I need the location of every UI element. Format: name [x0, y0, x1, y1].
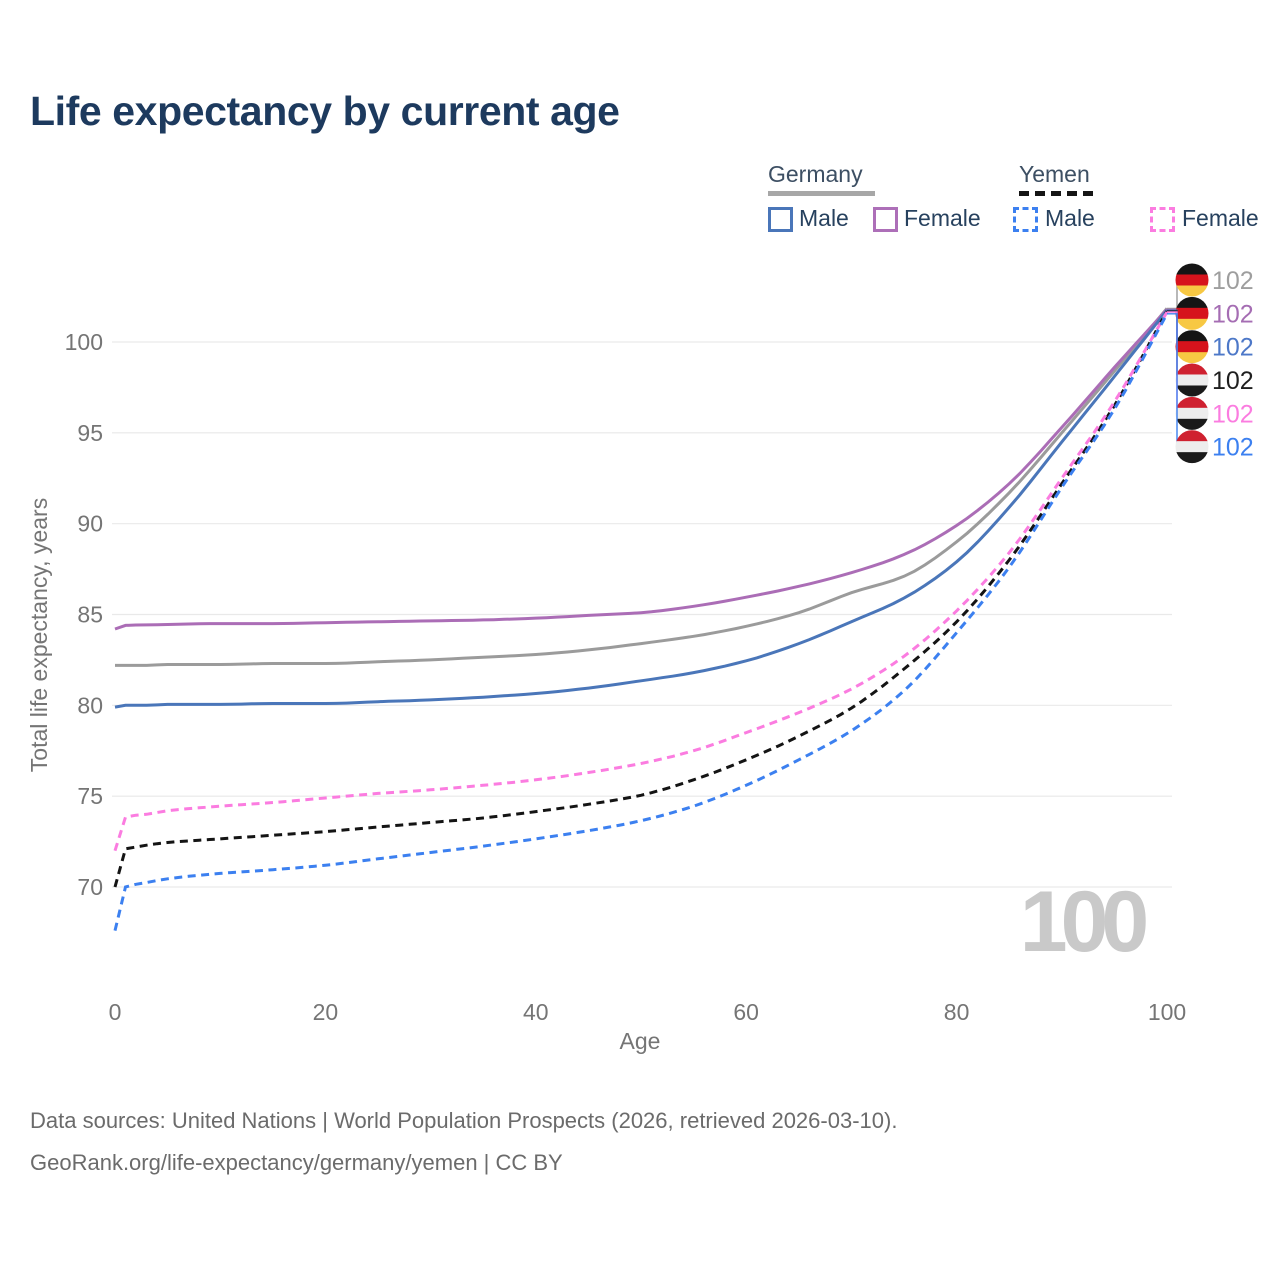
- y-tick-label: 80: [77, 692, 103, 718]
- series-line-germany: [115, 307, 1169, 667]
- y-tick-label: 90: [77, 511, 103, 537]
- y-axis-title: Total life expectancy, years: [26, 498, 52, 772]
- series-line-germany-male: [114, 309, 1169, 709]
- y-tick-label: 75: [77, 783, 103, 809]
- flag-icon-ye: [1175, 363, 1209, 397]
- end-value-label-germany-female: 102: [1212, 300, 1254, 328]
- flag-icon-de: [1175, 330, 1209, 364]
- y-tick-label: 100: [65, 329, 103, 355]
- x-tick-label: 0: [109, 999, 122, 1025]
- legend-item-yemen-female[interactable]: Female: [1182, 205, 1259, 231]
- series-line-germany-female: [114, 308, 1169, 631]
- end-value-label-yemen-male: 102: [1212, 434, 1254, 462]
- x-tick-label: 100: [1148, 999, 1186, 1025]
- legend-swatch-germany-female[interactable]: [873, 207, 898, 232]
- x-axis-title: Age: [620, 1028, 661, 1054]
- x-tick-label: 20: [313, 999, 339, 1025]
- flag-icon-de: [1175, 263, 1209, 297]
- legend-yemen-line-swatch: [1019, 191, 1099, 196]
- legend-item-germany-female[interactable]: Female: [904, 205, 981, 231]
- y-tick-label: 85: [77, 601, 103, 627]
- end-value-label-yemen: 102: [1212, 367, 1254, 395]
- legend-swatch-yemen-female[interactable]: [1150, 207, 1175, 232]
- y-tick-label: 70: [77, 874, 103, 900]
- flag-icon-de: [1175, 296, 1209, 330]
- legend-swatch-yemen-male[interactable]: [1013, 207, 1038, 232]
- page-title: Life expectancy by current age: [30, 88, 620, 134]
- flag-icon-ye: [1175, 396, 1209, 430]
- series-line-yemen: [113, 310, 1169, 888]
- legend-item-yemen-male[interactable]: Male: [1045, 205, 1095, 231]
- attribution-line: GeoRank.org/life-expectancy/germany/yeme…: [30, 1150, 563, 1175]
- legend-swatch-germany-male[interactable]: [768, 207, 793, 232]
- year-watermark: 100: [1020, 874, 1147, 970]
- y-tick-label: 95: [77, 420, 103, 446]
- flag-icon-ye: [1175, 430, 1209, 464]
- end-value-label-yemen-female: 102: [1212, 400, 1254, 428]
- legend-item-germany-male[interactable]: Male: [799, 205, 849, 231]
- legend-group-germany: Germany: [768, 161, 863, 187]
- end-value-label-germany: 102: [1212, 267, 1254, 295]
- x-tick-label: 40: [523, 999, 549, 1025]
- legend-group-yemen: Yemen: [1019, 161, 1090, 187]
- x-tick-label: 80: [944, 999, 970, 1025]
- series-line-yemen-female: [113, 311, 1169, 852]
- data-sources-line: Data sources: United Nations | World Pop…: [30, 1108, 898, 1133]
- legend-germany-line-swatch: [768, 191, 875, 196]
- x-tick-label: 60: [733, 999, 759, 1025]
- end-value-label-germany-male: 102: [1212, 334, 1254, 362]
